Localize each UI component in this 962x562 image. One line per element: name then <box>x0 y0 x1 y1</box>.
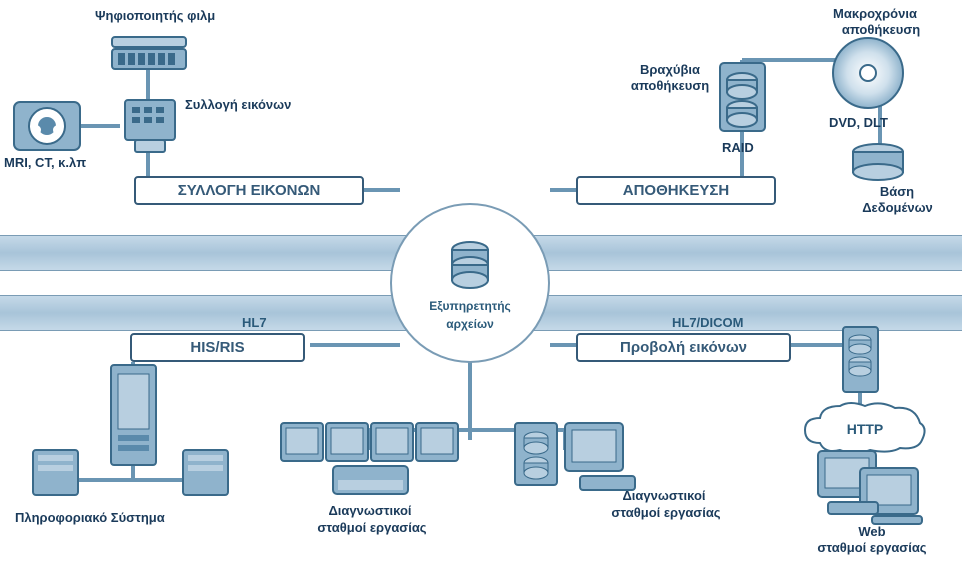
section-his-ris: HIS/RIS <box>130 333 305 362</box>
section-storage: ΑΠΟΘΗΚΕΥΣΗ <box>576 176 776 205</box>
database-icon <box>848 142 908 182</box>
film-digitizer-icon <box>110 35 188 71</box>
digitizer-label: Ψηφιοποιητής φιλμ <box>95 8 215 23</box>
center-server-label-1: Εξυπηρετητής <box>429 299 511 313</box>
center-server-label-2: αρχείων <box>446 317 494 331</box>
diagram-canvas: Εξυπηρετητής αρχείων ΣΥΛΛΟΓΗ ΕΙΚΟΝΩΝ ΑΠΟ… <box>0 0 962 562</box>
section-image-collection: ΣΥΛΛΟΓΗ ΕΙΚΟΝΩΝ <box>134 176 364 205</box>
info-system-server-2 <box>106 360 161 470</box>
long-storage-label-2: αποθήκευση <box>826 22 936 37</box>
raid-icon <box>715 58 770 136</box>
web-ws-label-2: σταθμοί εργασίας <box>782 540 962 555</box>
diag-ws-center-label-2: σταθμοί εργασίας <box>586 505 746 520</box>
web-server-icon <box>838 322 883 397</box>
http-text: HTTP <box>847 421 884 437</box>
dvd-icon <box>830 35 906 111</box>
hl7-label: HL7 <box>242 315 267 330</box>
info-system-server-1 <box>28 445 83 500</box>
short-storage-label-1: Βραχύβια <box>630 62 710 77</box>
short-storage-label-2: αποθήκευση <box>624 78 716 93</box>
acquisition-label: Συλλογή εικόνων <box>185 97 291 112</box>
db-label-1: Βάση <box>862 184 932 199</box>
info-system-server-3 <box>178 445 233 500</box>
modality-label: MRI, CT, κ.λπ <box>4 155 86 170</box>
db-label-2: Δεδομένων <box>850 200 945 215</box>
diag-ws-left-icon <box>278 418 463 500</box>
hl7-dicom-label: HL7/DICOM <box>672 315 744 330</box>
web-ws-label-1: Web <box>812 524 932 539</box>
diag-ws-left-label-1: Διαγνωστικοί <box>300 503 440 518</box>
dvd-label: DVD, DLT <box>829 115 888 130</box>
modality-icon <box>12 100 82 152</box>
long-storage-label-1: Μακροχρόνια <box>820 6 930 21</box>
info-system-label: Πληροφοριακό Σύστημα <box>15 510 165 525</box>
server-icon <box>445 235 495 295</box>
section-image-view: Προβολή εικόνων <box>576 333 791 362</box>
raid-label: RAID <box>722 140 754 155</box>
diag-ws-center-icon <box>510 418 670 498</box>
diag-ws-left-label-2: σταθμοί εργασίας <box>292 520 452 535</box>
center-server: Εξυπηρετητής αρχείων <box>390 203 550 363</box>
acquisition-server-icon <box>120 95 180 155</box>
diag-ws-center-label-1: Διαγνωστικοί <box>594 488 734 503</box>
web-ws-icon <box>810 448 940 526</box>
